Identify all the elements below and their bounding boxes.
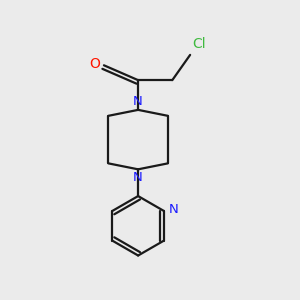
Text: N: N — [169, 203, 179, 216]
Text: N: N — [133, 171, 143, 184]
Text: O: O — [89, 57, 100, 71]
Text: Cl: Cl — [193, 37, 206, 51]
Text: N: N — [133, 95, 143, 108]
